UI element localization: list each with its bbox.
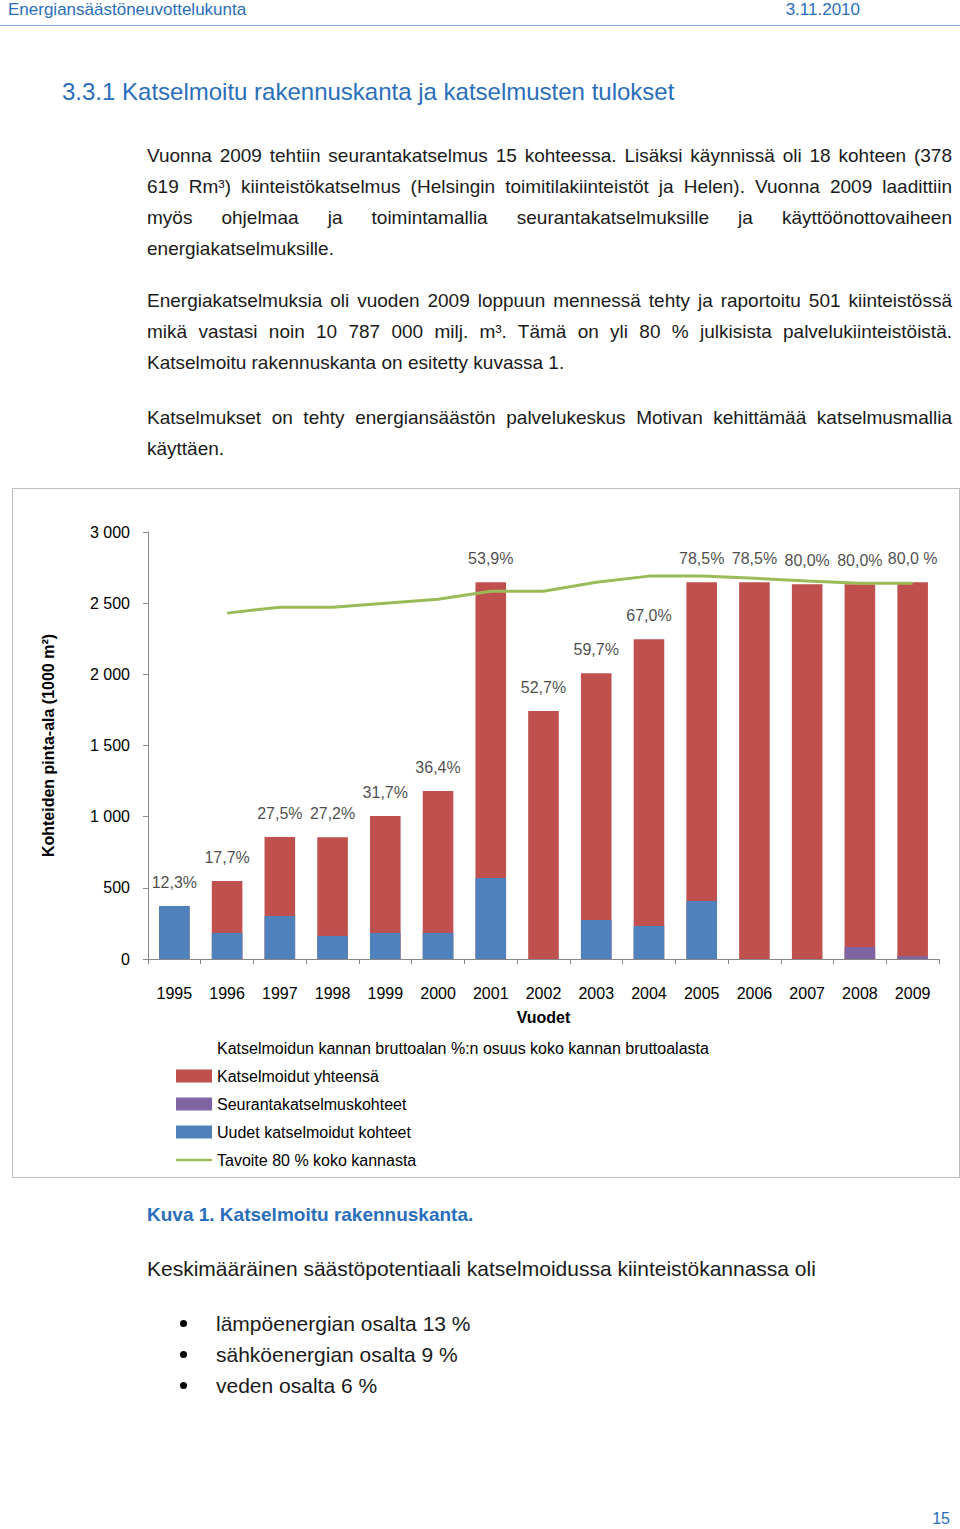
svg-text:27,2%: 27,2% <box>310 805 355 822</box>
html-text:lämpöenergian osalta 13 %: lämpöenergian osalta 13 % <box>216 1312 471 1335</box>
svg-text:2003: 2003 <box>578 985 614 1002</box>
html-text:Energiansäästöneuvottelukunta: Energiansäästöneuvottelukunta <box>8 0 247 19</box>
svg-text:2008: 2008 <box>842 985 878 1002</box>
svg-text:2007: 2007 <box>789 985 825 1002</box>
svg-text:Tavoite 80 % koko kannasta: Tavoite 80 % koko kannasta <box>217 1152 416 1169</box>
svg-text:80,0%: 80,0% <box>837 552 882 569</box>
svg-text:12,3%: 12,3% <box>152 874 197 891</box>
html-text:Vuonna 2009 tehtiin seurantaka: Vuonna 2009 tehtiin seurantakatselmus 15… <box>147 145 952 259</box>
svg-text:36,4%: 36,4% <box>415 759 460 776</box>
svg-text:2009: 2009 <box>895 985 931 1002</box>
svg-text:1 500: 1 500 <box>90 737 130 754</box>
svg-text:0: 0 <box>121 951 130 968</box>
svg-text:1995: 1995 <box>157 985 193 1002</box>
svg-text:Kohteiden pinta-ala (1000 m²): Kohteiden pinta-ala (1000 m²) <box>40 634 57 857</box>
svg-text:3 000: 3 000 <box>90 524 130 541</box>
svg-text:80,0%: 80,0% <box>784 552 829 569</box>
svg-text:2002: 2002 <box>526 985 562 1002</box>
svg-text:31,7%: 31,7% <box>363 784 408 801</box>
svg-text:1999: 1999 <box>368 985 404 1002</box>
svg-text:27,5%: 27,5% <box>257 805 302 822</box>
html-text:veden osalta 6 %: veden osalta 6 % <box>216 1374 378 1397</box>
svg-text:500: 500 <box>103 879 130 896</box>
svg-text:Katselmoidun kannan bruttoalan: Katselmoidun kannan bruttoalan %:n osuus… <box>217 1040 709 1057</box>
svg-text:2000: 2000 <box>420 985 456 1002</box>
html-text:Katselmukset on tehty energian: Katselmukset on tehty energiansäästön pa… <box>147 407 952 459</box>
svg-text:53,9%: 53,9% <box>468 550 513 567</box>
svg-text:Katselmoidut yhteensä: Katselmoidut yhteensä <box>217 1068 379 1085</box>
svg-text:Vuodet: Vuodet <box>517 1009 571 1026</box>
html-text:Kuva 1. Katselmoitu rakennuska: Kuva 1. Katselmoitu rakennuskanta. <box>147 1204 474 1225</box>
svg-text:67,0%: 67,0% <box>626 607 671 624</box>
svg-text:1998: 1998 <box>315 985 351 1002</box>
svg-text:Uudet katselmoidut kohteet: Uudet katselmoidut kohteet <box>217 1124 411 1141</box>
svg-text:2 500: 2 500 <box>90 595 130 612</box>
svg-text:1996: 1996 <box>209 985 245 1002</box>
svg-text:Seurantakatselmuskohteet: Seurantakatselmuskohteet <box>217 1096 407 1113</box>
svg-text:1 000: 1 000 <box>90 808 130 825</box>
html-text:3.11.2010: 3.11.2010 <box>785 0 860 19</box>
svg-text:52,7%: 52,7% <box>521 679 566 696</box>
svg-text:80,0 %: 80,0 % <box>888 550 938 567</box>
svg-text:2005: 2005 <box>684 985 720 1002</box>
html-text:Keskimääräinen säästöpotentiaa: Keskimääräinen säästöpotentiaali katselm… <box>147 1257 816 1280</box>
svg-text:78,5%: 78,5% <box>732 550 777 567</box>
html-text:15: 15 <box>932 1510 950 1527</box>
svg-text:17,7%: 17,7% <box>204 849 249 866</box>
html-text:sähköenergian osalta 9 %: sähköenergian osalta 9 % <box>216 1343 458 1366</box>
svg-text:2004: 2004 <box>631 985 667 1002</box>
html-text:Energiakatselmuksia oli vuoden: Energiakatselmuksia oli vuoden 2009 lopp… <box>147 290 952 373</box>
svg-text:59,7%: 59,7% <box>574 641 619 658</box>
svg-text:78,5%: 78,5% <box>679 550 724 567</box>
svg-text:2001: 2001 <box>473 985 509 1002</box>
svg-text:2006: 2006 <box>737 985 773 1002</box>
svg-text:1997: 1997 <box>262 985 298 1002</box>
html-text:3.3.1 Katselmoitu rakennuskant: 3.3.1 Katselmoitu rakennuskanta ja katse… <box>62 78 675 105</box>
svg-text:2 000: 2 000 <box>90 666 130 683</box>
